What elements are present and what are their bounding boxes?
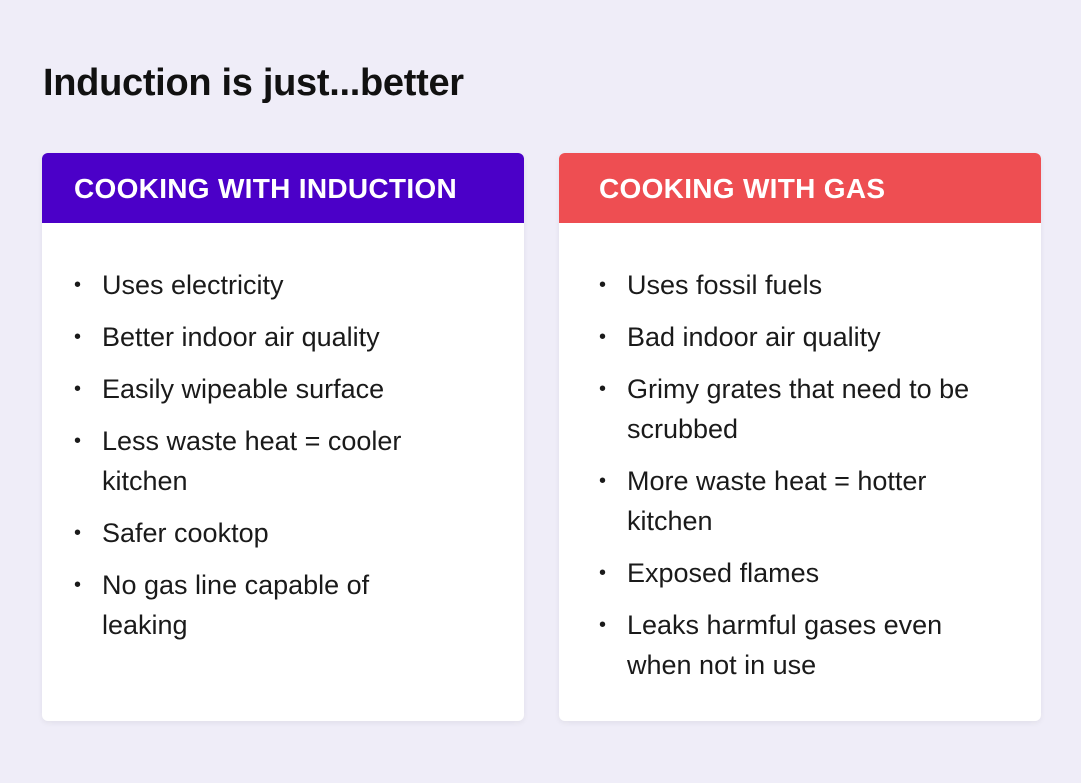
gas-header: COOKING WITH GAS	[559, 153, 1041, 223]
gas-list: Uses fossil fuels Bad indoor air quality…	[559, 223, 1041, 685]
list-item: Uses fossil fuels	[599, 265, 1001, 305]
page-title: Induction is just...better	[43, 62, 464, 104]
list-item: More waste heat = hotter kitchen	[599, 461, 972, 541]
list-item: Exposed flames	[599, 553, 1001, 593]
list-item: Bad indoor air quality	[599, 317, 1001, 357]
gas-card: COOKING WITH GAS Uses fossil fuels Bad i…	[559, 153, 1041, 721]
list-item: Easily wipeable surface	[74, 369, 484, 409]
list-item: Leaks harmful gases even when not in use	[599, 605, 977, 685]
list-item: Better indoor air quality	[74, 317, 484, 357]
induction-header: COOKING WITH INDUCTION	[42, 153, 524, 223]
list-item: Uses electricity	[74, 265, 484, 305]
list-item: No gas line capable of leaking	[74, 565, 412, 645]
list-item: Safer cooktop	[74, 513, 484, 553]
list-item: Grimy grates that need to be scrubbed	[599, 369, 977, 449]
induction-list: Uses electricity Better indoor air quali…	[42, 223, 524, 645]
list-item: Less waste heat = cooler kitchen	[74, 421, 442, 501]
induction-card: COOKING WITH INDUCTION Uses electricity …	[42, 153, 524, 721]
